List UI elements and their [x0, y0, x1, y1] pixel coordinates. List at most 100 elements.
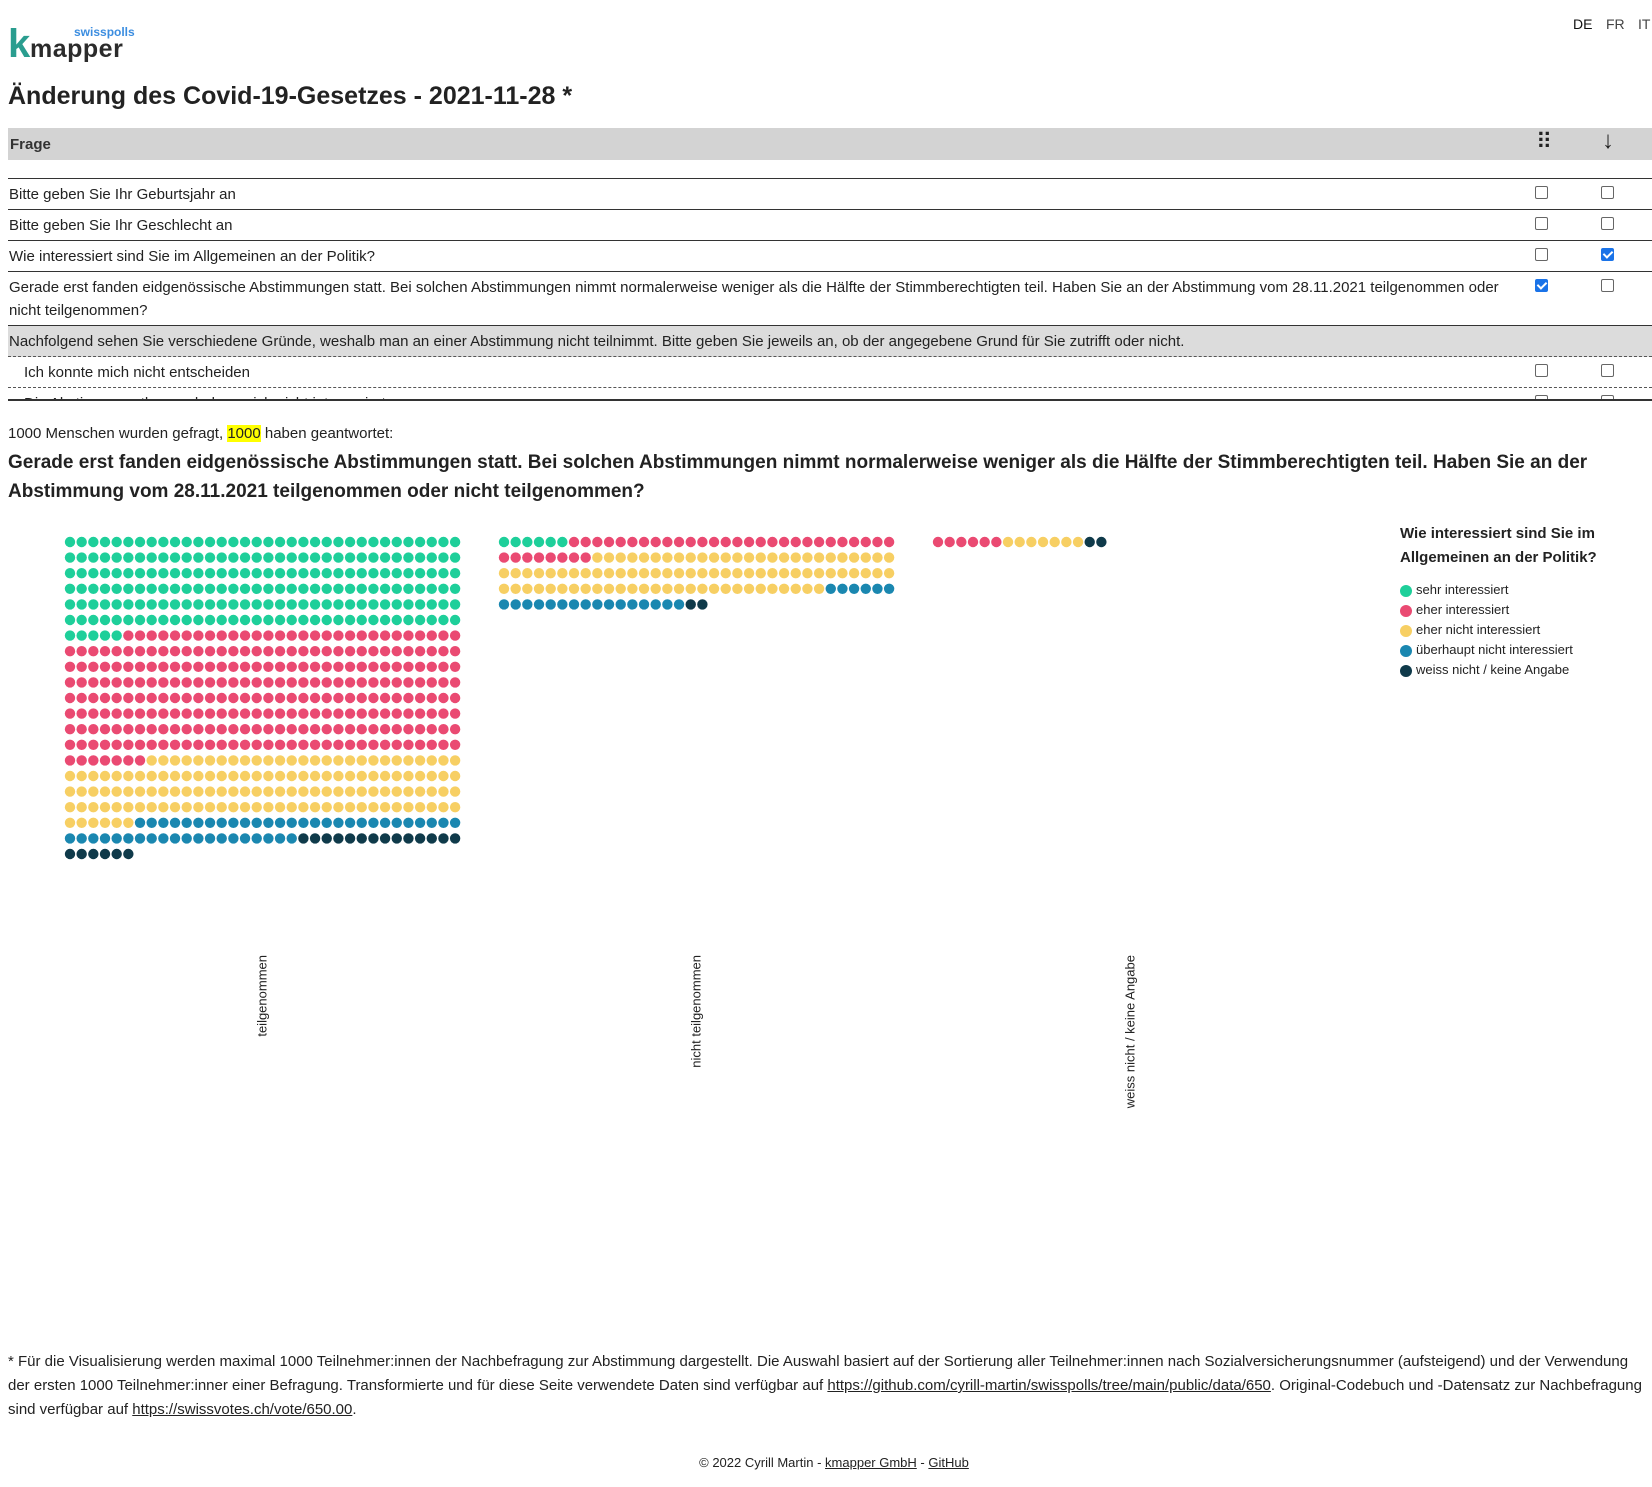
group-by-checkbox[interactable] [1535, 395, 1548, 399]
waffle-dot [274, 786, 286, 797]
waffle-dot [344, 614, 356, 626]
waffle-dot [134, 833, 146, 844]
waffle-dot [438, 646, 449, 657]
waffle-dot [204, 630, 216, 641]
waffle-dot [813, 568, 825, 579]
group-by-checkbox[interactable] [1535, 186, 1548, 199]
waffle-dot [99, 833, 111, 844]
waffle-dot [274, 770, 286, 782]
color-by-checkbox[interactable] [1601, 395, 1614, 399]
waffle-dot [204, 724, 216, 735]
legend-item: sehr interessiert [1400, 580, 1630, 600]
waffle-dot [403, 630, 414, 641]
waffle-dot [403, 724, 414, 735]
waffle-dot [99, 552, 111, 563]
question-list[interactable]: Bitte geben Sie Ihr Geburtsjahr an Bitte… [8, 178, 1652, 401]
waffle-dot [391, 692, 402, 704]
waffle-dot [391, 833, 402, 844]
waffle-dot [545, 536, 556, 548]
waffle-dot [274, 599, 286, 610]
waffle-dot [76, 646, 87, 657]
waffle-dot [592, 583, 603, 594]
waffle-dot [193, 692, 204, 704]
waffle-dot [333, 739, 344, 750]
waffle-chart: teilgenommen nicht teilgenommen weiss nich… [64, 536, 1138, 1109]
github-data-link[interactable]: https://github.com/cyrill-martin/swisspo… [827, 1377, 1271, 1394]
waffle-dot [321, 661, 332, 672]
waffle-dot [251, 692, 262, 704]
waffle-dot [286, 614, 297, 626]
waffle-dot [193, 599, 204, 610]
waffle-dot [239, 724, 251, 735]
waffle-dot [204, 786, 216, 797]
waffle-dot [111, 536, 122, 548]
waffle-dot [414, 677, 426, 688]
color-by-checkbox[interactable] [1601, 186, 1614, 199]
waffle-dot [426, 552, 437, 563]
color-by-checkbox[interactable] [1601, 248, 1614, 261]
waffle-dot [662, 583, 673, 594]
waffle-dot [193, 552, 204, 563]
waffle-dot [403, 739, 414, 750]
waffle-dot [181, 739, 192, 750]
language-fr-link[interactable]: FR [1606, 16, 1625, 32]
waffle-dot [732, 568, 743, 579]
waffle-dot [228, 802, 239, 813]
waffle-dot [557, 552, 568, 563]
waffle-dot [286, 646, 297, 657]
waffle-dot [181, 833, 192, 844]
legend-label: weiss nicht / keine Angabe [1416, 662, 1570, 677]
waffle-dot [449, 614, 461, 626]
waffle-dot [403, 614, 414, 626]
waffle-dot [158, 786, 169, 797]
waffle-dot [673, 552, 685, 563]
waffle-dot [802, 568, 813, 579]
waffle-dot [321, 599, 332, 610]
waffle-dot [193, 770, 204, 782]
group-by-checkbox[interactable] [1535, 217, 1548, 230]
waffle-dot [344, 770, 356, 782]
waffle-dot [88, 848, 99, 860]
waffle-dot [356, 770, 367, 782]
waffle-dot [286, 630, 297, 641]
waffle-dot [426, 599, 437, 610]
waffle-dot [403, 568, 414, 579]
swissvotes-link[interactable]: https://swissvotes.ch/vote/650.00 [132, 1401, 353, 1418]
waffle-dot [181, 817, 192, 828]
language-de-link[interactable]: DE [1573, 16, 1593, 32]
color-by-checkbox[interactable] [1601, 217, 1614, 230]
waffle-dot [286, 568, 297, 579]
group-by-checkbox[interactable] [1535, 279, 1548, 292]
waffle-dot [813, 583, 825, 594]
waffle-dot [321, 677, 332, 688]
waffle-dot [568, 552, 580, 563]
waffle-dot [356, 599, 367, 610]
waffle-dot [767, 568, 778, 579]
color-by-checkbox[interactable] [1601, 279, 1614, 292]
waffle-dot [956, 536, 967, 548]
waffle-dot [321, 739, 332, 750]
waffle-dot [228, 599, 239, 610]
language-it-link[interactable]: IT [1638, 16, 1651, 32]
github-link[interactable]: GitHub [928, 1455, 969, 1470]
waffle-dot [216, 724, 227, 735]
kmapper-logo[interactable]: k swisspolls mapper [8, 22, 138, 66]
waffle-dot [134, 630, 146, 641]
waffle-dot [1061, 536, 1072, 548]
waffle-dot [438, 817, 449, 828]
waffle-dot [286, 661, 297, 672]
waffle-dot [403, 646, 414, 657]
waffle-dot [344, 739, 356, 750]
kmapper-link[interactable]: kmapper GmbH [825, 1455, 917, 1470]
waffle-dot [169, 802, 181, 813]
waffle-dot [309, 786, 321, 797]
waffle-dot [146, 661, 157, 672]
waffle-dot [263, 552, 274, 563]
waffle-dot [228, 739, 239, 750]
color-by-checkbox[interactable] [1601, 364, 1614, 377]
group-by-checkbox[interactable] [1535, 364, 1548, 377]
waffle-dot [333, 833, 344, 844]
copyright: © 2022 Cyrill Martin - kmapper GmbH - Gi… [0, 1455, 1652, 1470]
group-by-checkbox[interactable] [1535, 248, 1548, 261]
waffle-dot [732, 583, 743, 594]
